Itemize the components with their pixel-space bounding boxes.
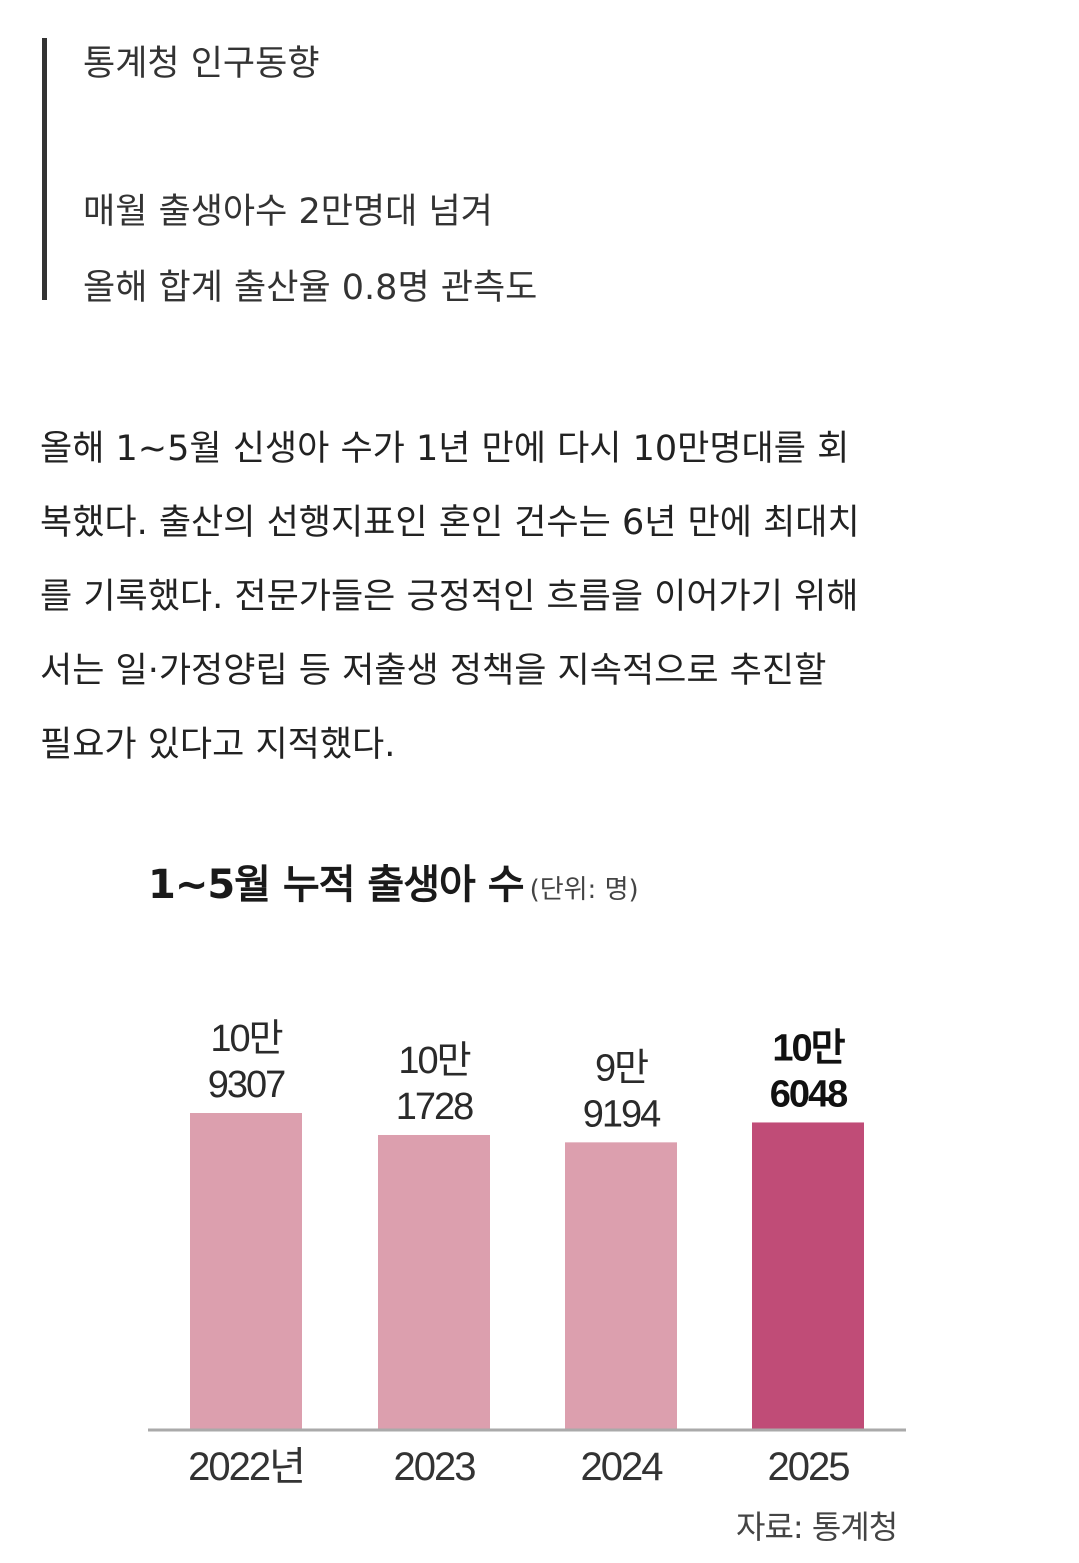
bar-2024 [565,1142,677,1430]
bar-value-label-2-0: 9만 [595,1047,648,1089]
body-line-2: 복했다. 출산의 선행지표인 혼인 건수는 6년 만에 최대치 [40,503,860,543]
birth-count-bar-chart: 10만93072022년10만172820239만9194202410만6048… [148,1018,906,1489]
summary-line-1: 통계청 인구동향 [83,44,320,84]
category-label-2: 2024 [581,1445,664,1489]
bar-value-label-3-1: 6048 [770,1073,847,1115]
bar-value-label-0-0: 10만 [210,1018,282,1060]
chart-title-text: 1~5월 누적 출생아 수 [148,862,525,908]
bar-value-label-0-1: 9307 [208,1064,285,1106]
article-summary-box: 통계청 인구동향 매월 출생아수 2만명대 넘겨 올해 합계 출산율 0.8명 … [42,38,1007,308]
body-line-5: 필요가 있다고 지적했다. [40,725,396,765]
chart-title: 1~5월 누적 출생아 수 (단위: 명) [148,852,639,910]
bar-value-label-1-0: 10만 [398,1040,470,1082]
bar-2025 [752,1122,864,1430]
article-body: 올해 1~5월 신생아 수가 1년 만에 다시 10만명대를 회 복했다. 출산… [40,412,1040,782]
summary-line-3: 올해 합계 출산율 0.8명 관측도 [83,268,538,308]
bar-value-label-3-0: 10만 [772,1027,845,1069]
body-line-1: 올해 1~5월 신생아 수가 1년 만에 다시 10만명대를 회 [40,429,850,469]
summary-line-2: 매월 출생아수 2만명대 넘겨 [83,192,493,232]
category-label-0: 2022년 [188,1445,304,1489]
bar-value-label-2-1: 9194 [583,1093,661,1135]
category-label-1: 2023 [394,1445,476,1489]
bar-value-label-1-1: 1728 [396,1086,473,1128]
body-line-4: 서는 일·가정양립 등 저출생 정책을 지속적으로 추진할 [40,651,827,691]
category-label-3: 2025 [768,1445,850,1489]
chart-source: 자료: 통계청 [736,1508,898,1546]
body-line-3: 를 기록했다. 전문가들은 긍정적인 흐름을 이어가기 위해 [40,577,859,617]
bar-2022년 [190,1113,302,1430]
bar-2023 [378,1134,490,1430]
chart-unit-note: (단위: 명) [529,875,639,905]
